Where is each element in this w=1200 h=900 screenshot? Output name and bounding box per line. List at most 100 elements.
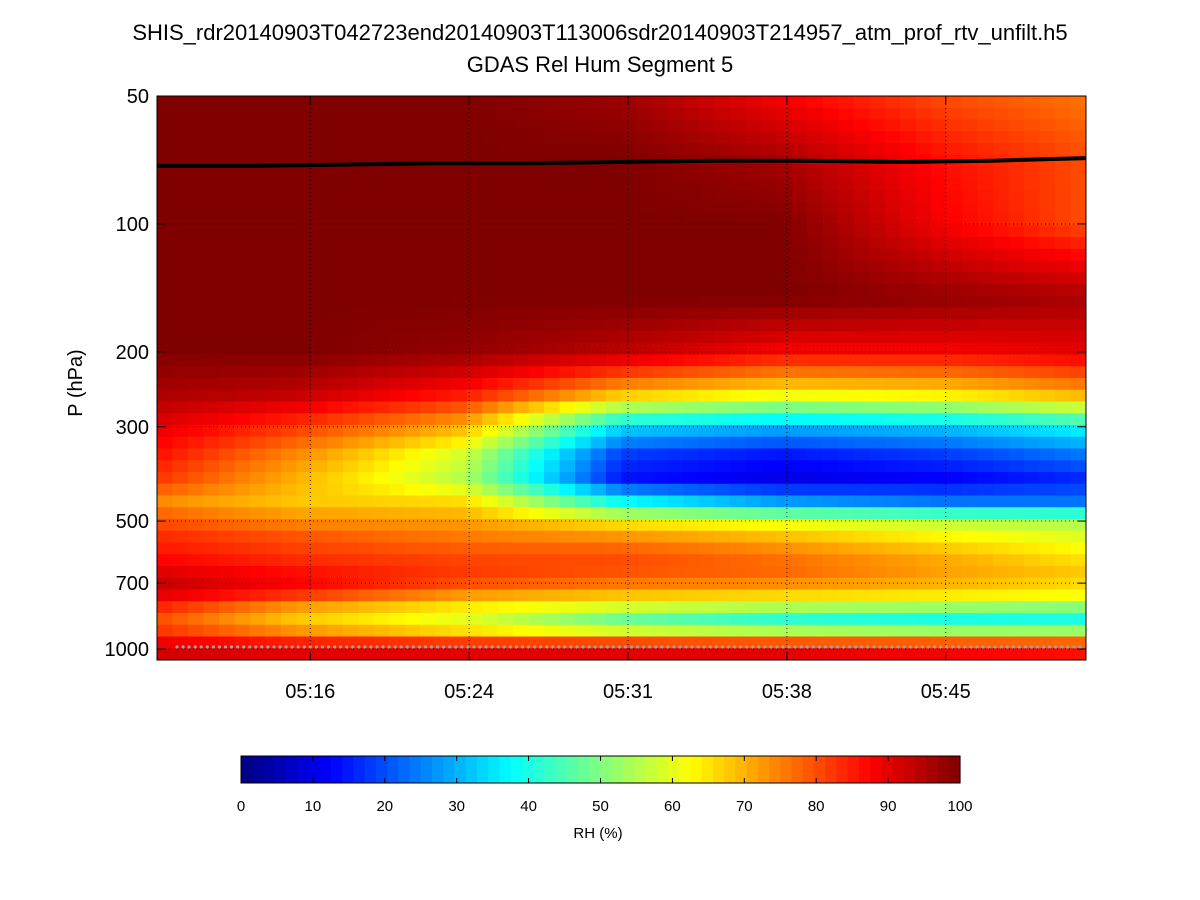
heatmap-cell <box>729 472 746 485</box>
heatmap-cell <box>791 201 808 215</box>
heatmap-cell <box>838 354 855 367</box>
heatmap-cell <box>1070 613 1086 626</box>
heatmap-cell <box>745 554 762 567</box>
heatmap-cell <box>853 507 870 520</box>
heatmap-cell <box>575 225 592 238</box>
heatmap-cell <box>187 448 205 461</box>
heatmap-cell <box>327 342 344 356</box>
heatmap-cell <box>915 436 932 450</box>
heatmap-cell <box>606 201 623 215</box>
heatmap-cell <box>435 389 452 403</box>
heatmap-cell <box>683 295 700 309</box>
surface-marker <box>181 645 185 649</box>
heatmap-cell <box>358 648 375 660</box>
heatmap-cell <box>683 401 700 414</box>
heatmap-cell <box>791 190 808 203</box>
heatmap-cell <box>389 107 406 121</box>
heatmap-cell <box>884 648 901 660</box>
surface-marker <box>296 645 300 649</box>
heatmap-cell <box>218 237 236 250</box>
heatmap-cell <box>234 554 251 567</box>
heatmap-cell <box>698 554 715 567</box>
heatmap-cell <box>265 378 282 391</box>
heatmap-cell <box>544 213 561 226</box>
heatmap-cell <box>404 648 421 660</box>
heatmap-cell <box>652 213 669 226</box>
heatmap-cell <box>389 613 406 626</box>
heatmap-cell <box>776 166 793 179</box>
heatmap-cell <box>280 519 297 532</box>
heatmap-cell <box>296 636 313 649</box>
heatmap-cell <box>636 96 654 109</box>
heatmap-cell <box>296 601 313 614</box>
heatmap-cell <box>218 260 236 273</box>
heatmap-cell <box>528 260 545 273</box>
heatmap-cell <box>234 190 251 203</box>
heatmap-cell <box>404 354 421 367</box>
heatmap-cell <box>683 413 700 426</box>
heatmap-cell <box>249 413 266 426</box>
heatmap-cell <box>544 507 561 520</box>
heatmap-cell <box>404 425 421 438</box>
surface-marker <box>417 645 421 649</box>
heatmap-cell <box>1055 495 1072 508</box>
heatmap-cell <box>1039 331 1056 344</box>
heatmap-cell <box>482 613 499 626</box>
heatmap-cell <box>497 460 514 473</box>
heatmap-cell <box>218 331 236 344</box>
heatmap-cell <box>760 460 777 473</box>
heatmap-cell <box>1008 331 1025 344</box>
heatmap-cell <box>203 201 220 215</box>
heatmap-cell <box>327 542 344 555</box>
heatmap-cell <box>807 542 824 555</box>
heatmap-cell <box>822 248 839 262</box>
heatmap-cell <box>621 354 638 367</box>
heatmap-cell <box>714 613 731 626</box>
heatmap-cell <box>652 342 669 356</box>
heatmap-cell <box>1024 507 1041 520</box>
heatmap-cell <box>528 425 545 438</box>
heatmap-cell <box>807 143 824 156</box>
heatmap-cell <box>621 448 638 461</box>
heatmap-cell <box>373 507 390 520</box>
heatmap-cell <box>157 472 174 485</box>
heatmap-cell <box>451 425 468 438</box>
heatmap-cell <box>451 542 468 555</box>
heatmap-cell <box>621 96 638 109</box>
heatmap-cell <box>946 378 963 391</box>
colorbar-swatch <box>915 756 927 783</box>
heatmap-cell <box>420 601 437 614</box>
heatmap-cell <box>342 119 359 132</box>
heatmap-cell <box>1055 436 1072 450</box>
heatmap-cell <box>714 648 731 660</box>
heatmap-cell <box>900 366 917 379</box>
heatmap-cell <box>621 566 638 579</box>
heatmap-cell <box>342 472 359 485</box>
heatmap-cell <box>466 319 483 332</box>
heatmap-cell <box>621 589 638 602</box>
heatmap-cell <box>667 589 685 602</box>
heatmap-cell <box>1008 378 1025 391</box>
heatmap-cell <box>497 554 514 567</box>
heatmap-cell <box>466 648 483 660</box>
heatmap-cell <box>265 307 282 320</box>
heatmap-cell <box>172 495 189 508</box>
heatmap-cell <box>482 366 499 379</box>
colorbar-swatch <box>780 756 793 783</box>
heatmap-cell <box>776 530 793 544</box>
heatmap-cell <box>683 448 700 461</box>
heatmap-cell <box>575 237 592 250</box>
heatmap-cell <box>327 624 344 638</box>
heatmap-cell <box>683 107 700 121</box>
heatmap-cell <box>187 378 205 391</box>
heatmap-cell <box>729 131 746 144</box>
heatmap-cell <box>342 530 359 544</box>
heatmap-cell <box>466 131 483 144</box>
heatmap-cell <box>1070 260 1086 273</box>
heatmap-cell <box>606 648 623 660</box>
heatmap-cell <box>776 436 793 450</box>
heatmap-cell <box>838 554 855 567</box>
heatmap-cell <box>590 495 607 508</box>
heatmap-cell <box>327 378 344 391</box>
heatmap-cell <box>838 577 855 591</box>
